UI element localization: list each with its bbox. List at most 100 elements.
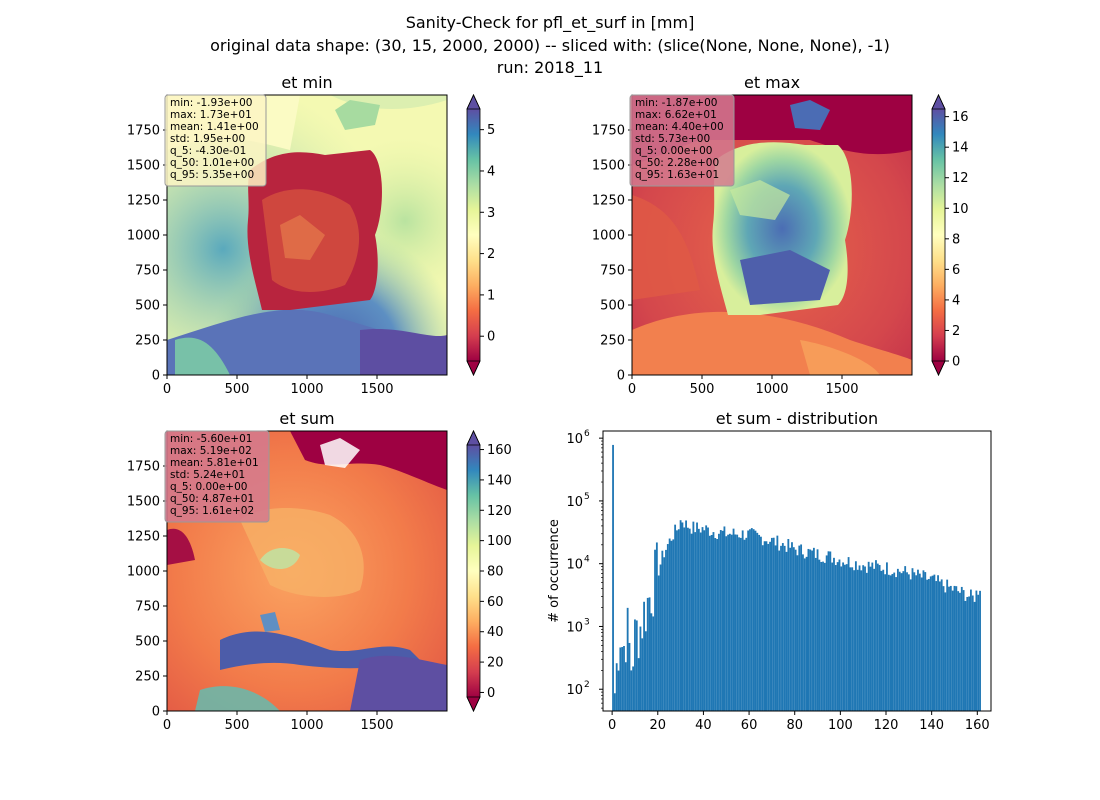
et-max-colorbar-tick-label: 14 xyxy=(952,141,969,156)
histogram-bar xyxy=(891,573,894,711)
et-max-colorbar-tick-label: 8 xyxy=(952,232,960,247)
et-sum-ytick-label: 750 xyxy=(135,600,160,615)
et-min-colorbar-tick-label: 3 xyxy=(487,206,495,221)
et-sum-colorbar-tick-label: 20 xyxy=(487,656,504,671)
et-max-stat-line: q_5: 0.00e+00 xyxy=(635,145,712,157)
panel-et-min: et min 0 500 1000 1500 02505007501000125015… xyxy=(127,73,495,397)
histogram-xtick-label: 120 xyxy=(874,718,899,733)
histogram-bar xyxy=(869,566,872,711)
et-min-colorbar-extend-max xyxy=(466,94,481,110)
histogram-bar xyxy=(749,529,751,711)
histogram-bar xyxy=(692,521,695,711)
et-max-xtick-label: 500 xyxy=(690,382,715,397)
histogram-bar xyxy=(917,569,919,711)
histogram-bar xyxy=(769,541,771,711)
et-max-ytick-label: 1250 xyxy=(592,194,625,209)
histogram-bar xyxy=(752,529,755,711)
histogram-bar xyxy=(714,538,717,711)
et-min-ytick-label: 1750 xyxy=(127,124,160,139)
histogram-title: et sum - distribution xyxy=(716,409,878,428)
histogram-bar xyxy=(875,560,877,711)
histogram-bar xyxy=(948,586,950,711)
histogram-bar xyxy=(844,564,846,711)
figure-suptitle-line-2: original data shape: (30, 15, 2000, 2000… xyxy=(210,36,890,55)
histogram-ytick-exponent: 6 xyxy=(584,429,590,439)
histogram-bar xyxy=(968,596,971,711)
histogram-bar xyxy=(734,534,737,711)
et-min-colorbar-extend-min xyxy=(466,360,481,376)
histogram-bar xyxy=(697,528,700,711)
histogram-bar xyxy=(668,538,671,711)
histogram-bar xyxy=(690,533,693,711)
histogram-bar xyxy=(802,554,804,711)
histogram-bar xyxy=(889,575,892,711)
et-min-ytick-label: 500 xyxy=(135,299,160,314)
et-min-colorbar-tick-label: 5 xyxy=(487,123,495,138)
histogram-bar xyxy=(778,550,781,711)
et-min-colorbar-tick-label: 1 xyxy=(487,288,495,303)
histogram-bar xyxy=(652,616,655,711)
histogram-bar xyxy=(977,594,980,711)
et-min-colorbar-tick-label: 4 xyxy=(487,164,495,179)
histogram-bar xyxy=(796,555,799,711)
et-sum-colorbar-tick-label: 140 xyxy=(487,473,512,488)
histogram-bar xyxy=(973,601,976,711)
histogram-bar xyxy=(812,547,815,711)
et-sum-stat-line: mean: 5.81e+01 xyxy=(170,457,259,469)
et-max-ytick-label: 1750 xyxy=(592,124,625,139)
histogram-bar xyxy=(728,533,731,711)
et-sum-ytick-label: 1250 xyxy=(127,530,160,545)
histogram-bar xyxy=(834,565,837,711)
histogram-bar xyxy=(686,527,689,711)
histogram-bar xyxy=(688,528,691,711)
histogram-bar xyxy=(791,542,793,711)
histogram-bar xyxy=(966,596,969,711)
histogram-bar xyxy=(781,543,784,711)
histogram-bar xyxy=(723,526,726,711)
et-sum-colorbar: 0 20 40 60 80 100 120 140 160 xyxy=(466,430,512,712)
histogram-bar xyxy=(708,535,711,711)
histogram-bar xyxy=(854,561,857,711)
panel-et-max: et max 0 500 1000 1500 0 250 500 750 1000 1250 15… xyxy=(592,73,969,397)
figure-suptitle-line-3: run: 2018_11 xyxy=(496,58,604,77)
et-sum-ytick-label: 1750 xyxy=(127,460,160,475)
et-min-ytick-label: 1500 xyxy=(127,159,160,174)
et-max-stat-line: max: 6.62e+01 xyxy=(635,109,717,121)
histogram-bar xyxy=(864,566,866,711)
histogram-bar xyxy=(792,547,795,711)
histogram-bar xyxy=(632,666,635,711)
histogram-bar xyxy=(677,529,680,711)
histogram-bar xyxy=(743,539,746,711)
et-max-ytick-label: 1500 xyxy=(592,159,625,174)
et-max-ytick-label: 0 xyxy=(617,369,625,384)
histogram-bar xyxy=(907,574,910,711)
histogram-bar xyxy=(833,557,835,711)
et-max-colorbar: 0 2 4 6 8 10 12 14 16 xyxy=(931,94,969,376)
histogram-bar xyxy=(756,532,759,711)
histogram-bar xyxy=(635,620,638,711)
et-max-ytick-label: 500 xyxy=(600,299,625,314)
histogram-bar xyxy=(944,592,947,711)
histogram-ytick-label: 10 xyxy=(566,558,583,573)
histogram-bar xyxy=(942,586,945,711)
et-min-stat-line: mean: 1.41e+00 xyxy=(170,121,259,133)
histogram-bar xyxy=(909,579,912,711)
histogram-bar xyxy=(849,567,852,711)
et-max-ytick-label: 750 xyxy=(600,264,625,279)
histogram-bar xyxy=(979,590,981,711)
et-sum-xtick-label: 1500 xyxy=(360,718,393,733)
histogram-bar xyxy=(924,572,927,711)
et-sum-colorbar-tick-label: 60 xyxy=(487,595,504,610)
histogram-xtick-label: 0 xyxy=(608,718,616,733)
et-max-stat-line: std: 5.73e+00 xyxy=(635,133,710,145)
et-min-stat-line: min: -1.93e+00 xyxy=(170,97,252,109)
histogram-bar xyxy=(765,541,768,711)
et-sum-ytick-label: 250 xyxy=(135,670,160,685)
histogram-bar xyxy=(621,647,624,711)
histogram-bar xyxy=(955,586,958,711)
histogram-bar xyxy=(805,556,808,711)
histogram-bar xyxy=(718,533,720,711)
et-max-colorbar-tick-label: 16 xyxy=(952,110,969,125)
histogram-bar xyxy=(940,579,943,711)
